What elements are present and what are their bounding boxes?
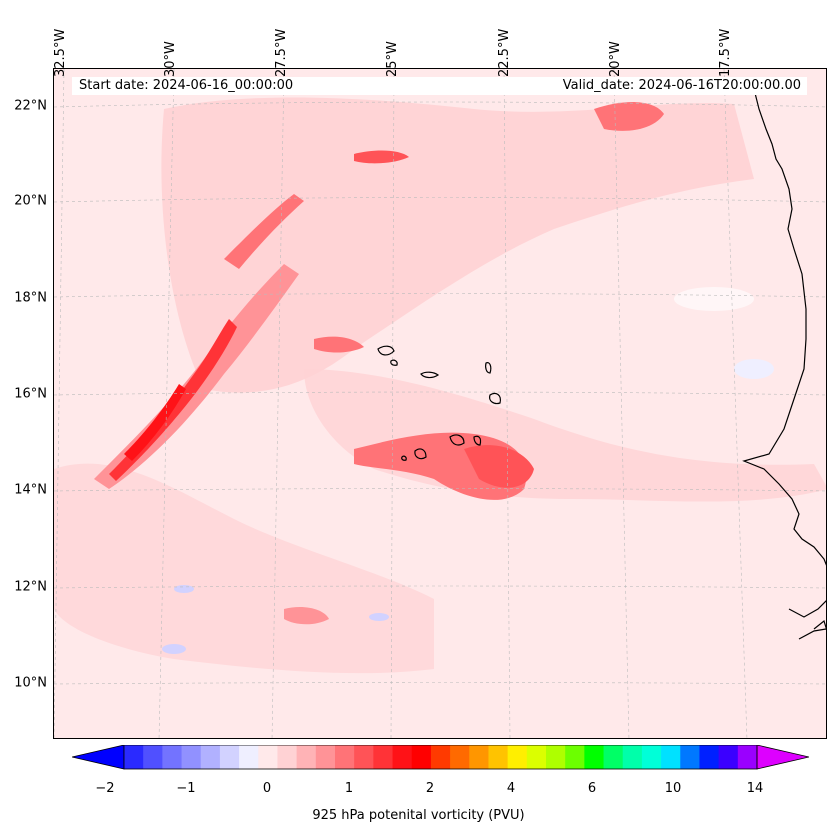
colorbar-tick: 6 (587, 781, 597, 796)
pv-neg-patch (734, 359, 774, 379)
valid-date-text: Valid_date: 2024-06-16T20:00:00.00 (562, 78, 801, 93)
colorbar-tick: 14 (746, 781, 764, 796)
colorbar-segment (354, 745, 374, 769)
pv-contour-map (54, 69, 826, 738)
lat-label-22n: 22°N (14, 98, 47, 114)
colorbar-segment (239, 745, 259, 769)
lat-label-20n: 20°N (14, 193, 47, 209)
colorbar-tick: 10 (664, 781, 682, 796)
pv-neg-patch (369, 613, 389, 621)
map-gridlines (54, 69, 826, 738)
pv-streak-north (224, 194, 304, 269)
lon-label-20w: 20°W (608, 41, 623, 77)
colorbar-segment (430, 745, 451, 769)
lon-label-30w: 30°W (163, 41, 178, 77)
lat-label-10n: 10°N (14, 675, 47, 691)
pv-neg-patch (162, 644, 186, 654)
colorbar-segment (584, 745, 605, 769)
colorbar-tick: −1 (176, 781, 196, 796)
colorbar-segment (219, 745, 240, 769)
colorbar-tick: 0 (262, 781, 272, 796)
pv-neg-patch (174, 585, 194, 593)
pv-band-southwest (54, 463, 434, 674)
colorbar-segment (737, 745, 758, 769)
colorbar-segment (507, 745, 528, 769)
colorbar-tick: 1 (344, 781, 354, 796)
coastline-africa-south (788, 600, 826, 640)
colorbar-segment (526, 745, 547, 769)
colorbar-segment (411, 745, 432, 769)
colorbar-segment (718, 745, 739, 769)
lat-label-14n: 14°N (14, 482, 47, 498)
colorbar-extend-low (72, 745, 125, 770)
colorbar-segment (603, 745, 624, 769)
colorbar-segment (680, 745, 700, 769)
lat-label-18n: 18°N (14, 290, 47, 306)
colorbar-segment (488, 745, 509, 769)
colorbar-segment (699, 745, 720, 769)
colorbar-extend-high (756, 745, 809, 770)
map-panel (53, 68, 827, 739)
colorbar-border (123, 745, 758, 770)
lat-label-12n: 12°N (14, 579, 47, 595)
date-info-bar (72, 77, 807, 95)
pv-patch-east (464, 445, 534, 488)
pv-patch-mid (314, 336, 364, 353)
pv-patch-northeast (594, 102, 664, 131)
colorbar-segment (296, 745, 317, 769)
colorbar-segment (200, 745, 221, 769)
colorbar (72, 745, 809, 770)
colorbar-segment (335, 745, 355, 769)
colorbar-segment (181, 745, 202, 769)
pv-patch-south (284, 607, 329, 625)
colorbar-segment (392, 745, 413, 769)
colorbar-segment (546, 745, 566, 769)
lon-label-25w: 25°W (385, 41, 400, 77)
colorbar-segment (469, 745, 489, 769)
cape-verde-islands (377, 345, 501, 461)
colorbar-tick: 4 (506, 781, 516, 796)
lon-label-32-5w: 32.5°W (53, 28, 68, 77)
colorbar-segment (277, 745, 298, 769)
lat-label-16n: 16°N (14, 386, 47, 402)
colorbar-segment (373, 745, 394, 769)
colorbar-segment (162, 745, 183, 769)
colorbar-segment (450, 745, 470, 769)
colorbar-segment (641, 745, 662, 769)
colorbar-segment (143, 745, 163, 769)
pv-ridge-center (124, 384, 186, 461)
colorbar-segment (315, 745, 336, 769)
start-date-text: Start date: 2024-06-16_00:00:00 (79, 78, 294, 93)
lon-label-27-5w: 27.5°W (274, 28, 289, 77)
pv-patch-north-center (354, 150, 409, 164)
colorbar-tick: 2 (425, 781, 435, 796)
pv-band-north (161, 97, 755, 393)
colorbar-segment (622, 745, 643, 769)
colorbar-tick: −2 (95, 781, 115, 796)
colorbar-segment (124, 745, 144, 769)
colorbar-segment (258, 745, 278, 769)
colorbar-label: 925 hPa potenital vorticity (PVU) (312, 808, 525, 823)
lon-label-22-5w: 22.5°W (497, 28, 512, 77)
coastline-africa (742, 88, 826, 566)
lon-label-17-5w: 17.5°W (718, 28, 733, 77)
pv-neg-patch (674, 287, 754, 311)
colorbar-segment (661, 745, 681, 769)
colorbar-segment (565, 745, 585, 769)
